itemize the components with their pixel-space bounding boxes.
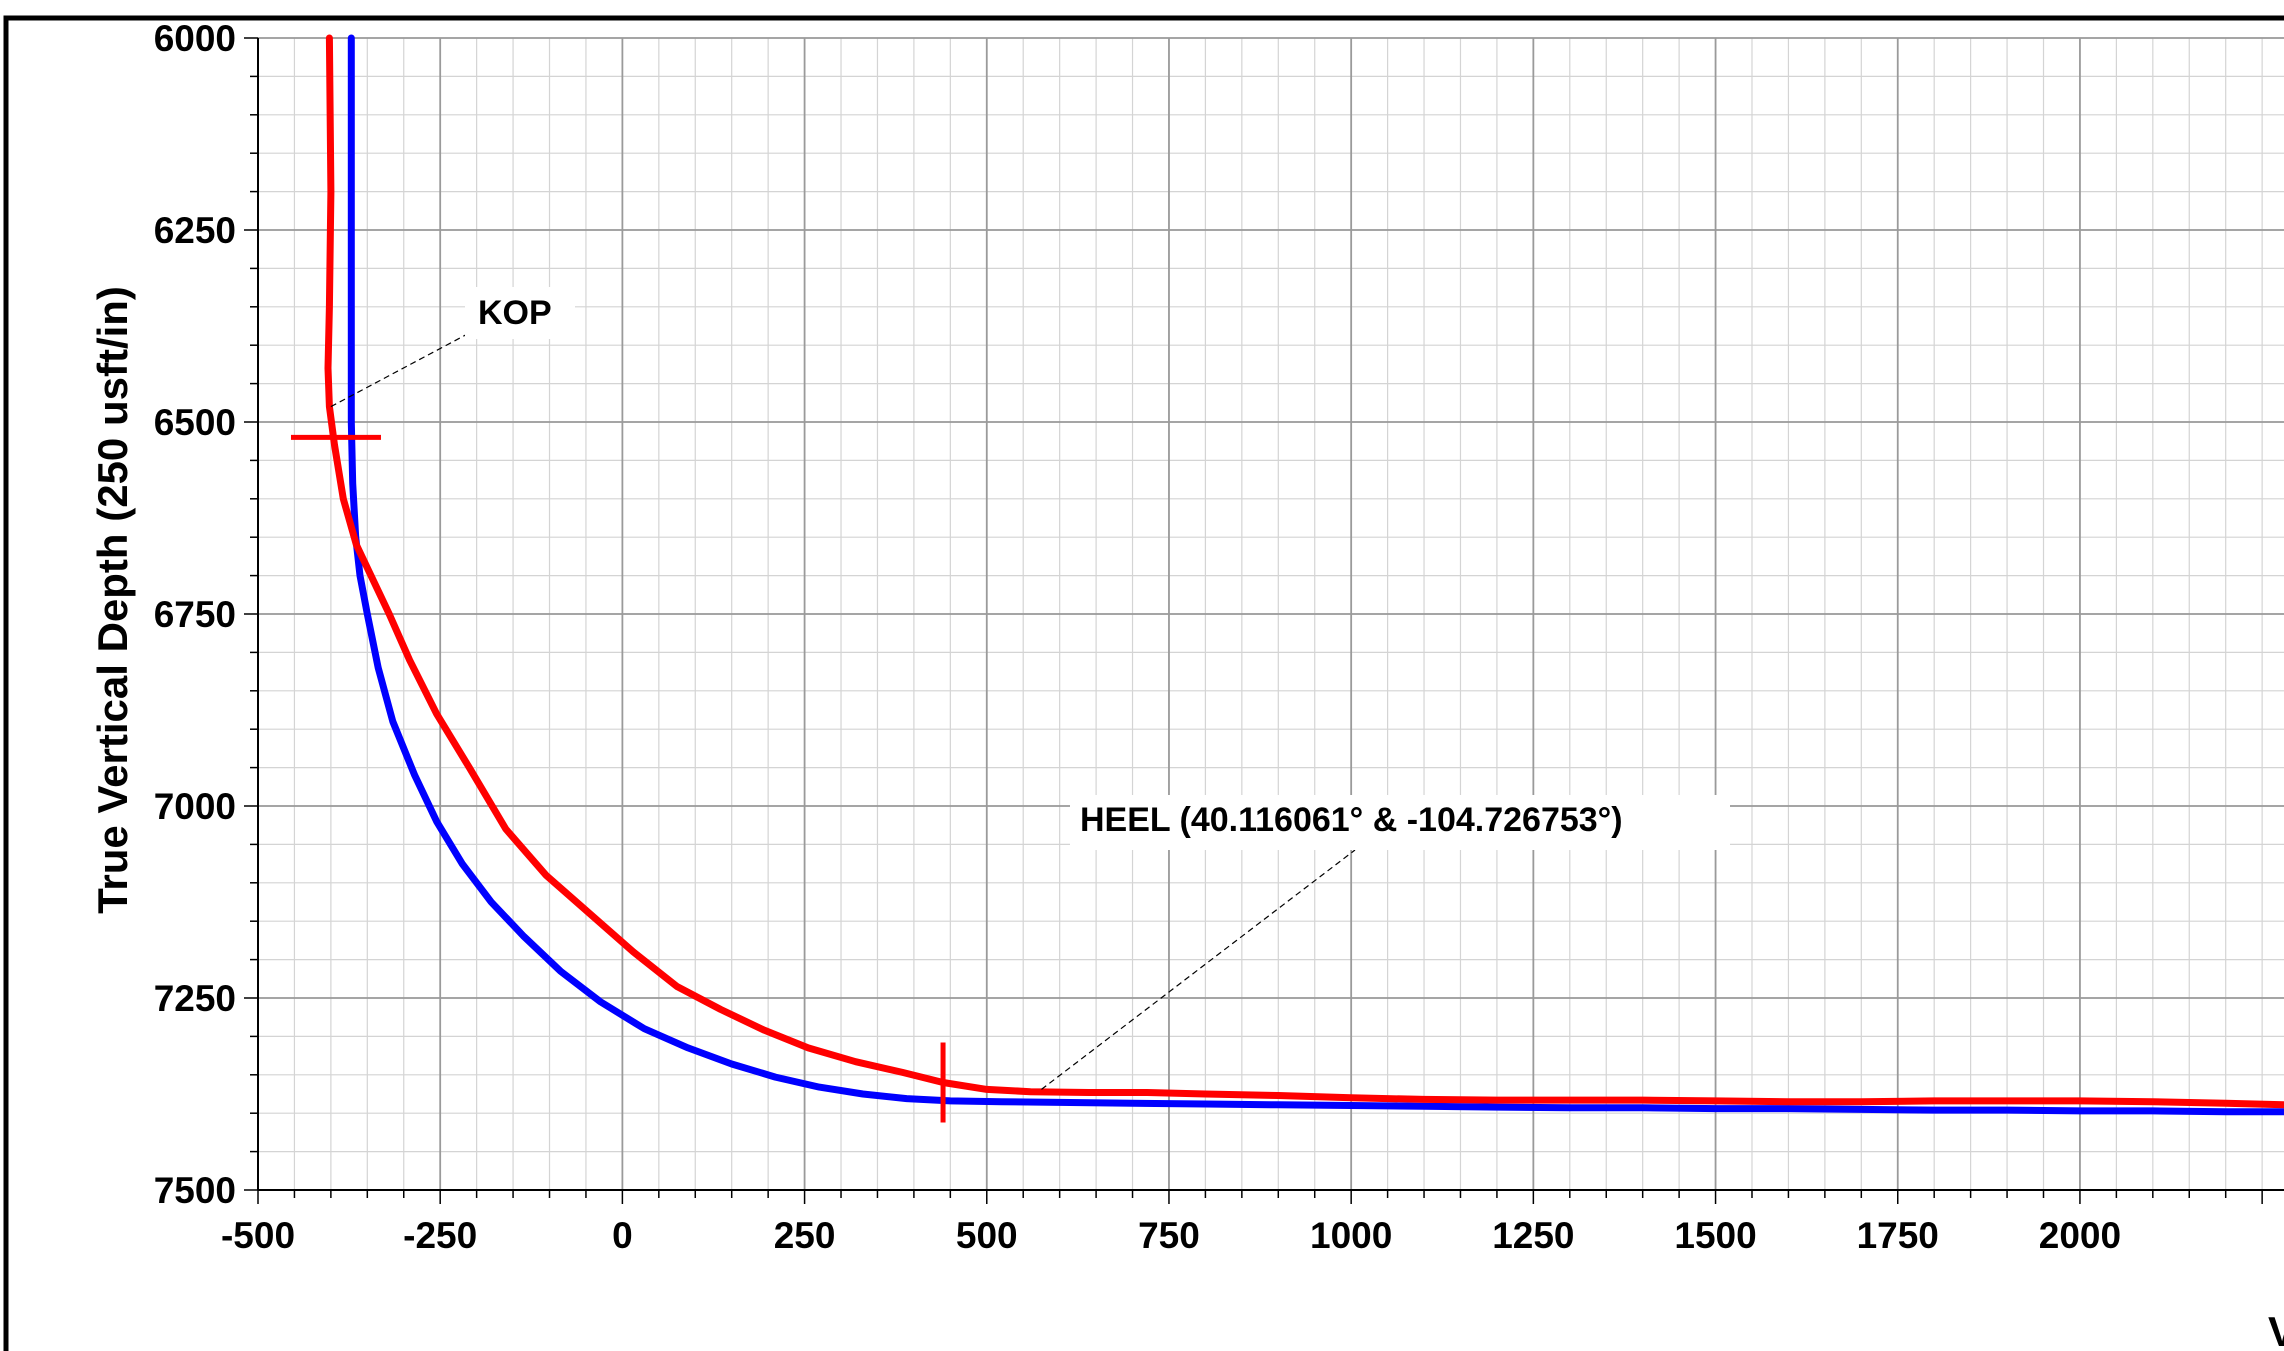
kop-leader-line [330, 329, 476, 408]
x-tick-label: 2000 [2039, 1215, 2121, 1256]
y-tick-label: 6000 [154, 18, 236, 59]
major-grid [257, 37, 2284, 1191]
x-axis-title: V [2268, 1308, 2284, 1351]
heel-leader-line [1041, 849, 1356, 1090]
y-tick-label: 7500 [154, 1170, 236, 1211]
marker-layer [290, 434, 946, 1123]
x-tick-label: 1500 [1674, 1215, 1756, 1256]
x-tick-label: 250 [774, 1215, 836, 1256]
blue-series-line [347, 34, 2284, 1116]
red-series-line [324, 34, 2284, 1109]
heel-label-bg [1070, 795, 1730, 850]
x-tick-label: 1250 [1492, 1215, 1574, 1256]
x-tick-label: 750 [1138, 1215, 1200, 1256]
x-tick-labels: -500 -250 0 250 500 750 1000 1250 1500 1750 2000 [221, 1215, 2121, 1256]
x-tick-label: 500 [956, 1215, 1018, 1256]
y-axis-title: True Vertical Depth (250 usft/in) [89, 286, 136, 914]
x-tick-label: -250 [403, 1215, 477, 1256]
y-tick-label: 7250 [154, 978, 236, 1019]
x-tick-label: 1750 [1857, 1215, 1939, 1256]
y-tick-label: 7000 [154, 786, 236, 827]
y-tick-label: 6750 [154, 594, 236, 635]
x-tick-label: 0 [612, 1215, 633, 1256]
x-tick-label: -500 [221, 1215, 295, 1256]
y-tick-labels: 6000 6250 6500 6750 7000 7250 7500 [154, 18, 236, 1211]
page-frame [3, 15, 2284, 1351]
y-tick-label: 6250 [154, 210, 236, 251]
axes [244, 37, 2284, 1204]
kop-label: KOP [478, 294, 552, 332]
series-layer [324, 34, 2284, 1116]
kop-label-bg [465, 287, 575, 339]
annotation-layer: KOP HEEL (40.116061° & -104.726753°) [330, 287, 1730, 1090]
x-tick-label: 1000 [1310, 1215, 1392, 1256]
heel-label: HEEL (40.116061° & -104.726753°) [1080, 801, 1623, 839]
y-tick-label: 6500 [154, 402, 236, 443]
